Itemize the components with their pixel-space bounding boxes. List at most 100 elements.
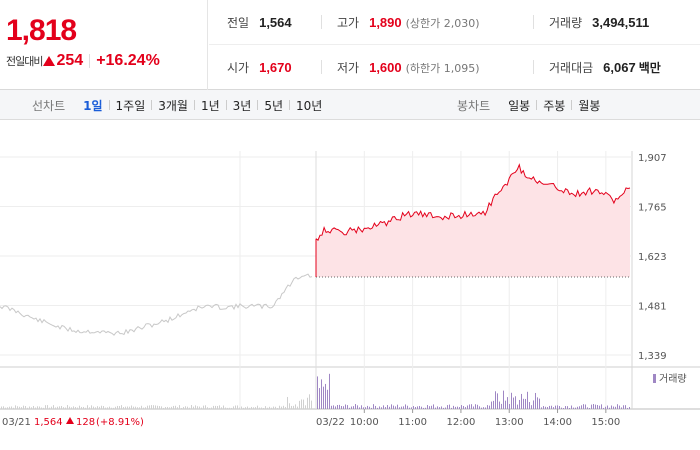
volume-bar-prev xyxy=(139,407,140,409)
volume-bar-today xyxy=(575,407,576,409)
period-1w[interactable]: 1주일 xyxy=(115,98,146,113)
volume-bar-prev xyxy=(107,407,108,409)
volume-bar-today xyxy=(463,406,464,409)
volume-bar-today xyxy=(417,406,418,409)
volume-bar-today xyxy=(499,401,500,409)
volume-bar-prev xyxy=(205,405,206,409)
change-label: 전일대비 xyxy=(6,55,43,68)
volume-bar-prev xyxy=(309,394,310,409)
volume-bar-today xyxy=(557,405,558,409)
volume-bar-prev xyxy=(209,407,210,409)
open-stat: 시가 1,670 xyxy=(227,45,292,90)
volume-bar-today xyxy=(345,404,346,409)
volume-bar-today xyxy=(579,406,580,409)
volume-bar-prev xyxy=(285,406,286,409)
period-1y[interactable]: 1년 xyxy=(200,98,220,113)
volume-bar-prev xyxy=(215,405,216,409)
volume-bar-today xyxy=(591,404,592,409)
volume-bar-today xyxy=(447,405,448,409)
volume-bar-prev xyxy=(295,404,296,409)
volume-bar-prev xyxy=(239,407,240,409)
volume-bar-today xyxy=(445,407,446,409)
volume-bar-today xyxy=(529,402,530,409)
volume-bar-prev xyxy=(207,407,208,409)
volume-bar-today xyxy=(595,404,596,409)
volume-bar-prev xyxy=(133,406,134,409)
amount-unit: 백만 xyxy=(638,61,661,75)
volume-bar-prev xyxy=(301,399,302,409)
x-tick-label: 14:00 xyxy=(543,417,572,428)
volume-bar-today xyxy=(471,404,472,409)
volume-bar-today xyxy=(319,388,320,409)
volume-bar-today xyxy=(619,405,620,409)
volume-bar-today xyxy=(583,404,584,409)
volume-bar-prev xyxy=(203,405,204,409)
price-box: 1,818 전일대비 254 +16.24% xyxy=(0,0,208,90)
volume-bar-prev xyxy=(251,406,252,409)
volume-bar-prev xyxy=(115,406,116,409)
volume-bar-prev xyxy=(185,406,186,409)
volume-bar-today xyxy=(621,407,622,409)
volume-bar-today xyxy=(341,405,342,409)
volume-bar-prev xyxy=(169,407,170,409)
high-label: 고가 xyxy=(337,16,360,30)
volume-bar-prev xyxy=(211,407,212,409)
volume-bar-today xyxy=(551,405,552,409)
candle-weekly[interactable]: 주봉 xyxy=(543,98,566,113)
intraday-chart[interactable]: 1,907 1,765 1,623 1,481 1,339 거래량 03/22 10:00 11… xyxy=(0,121,700,450)
volume-bar-prev xyxy=(201,407,202,409)
x-tick-label: 15:00 xyxy=(591,417,620,428)
period-3y[interactable]: 3년 xyxy=(232,98,252,113)
high-value: 1,890 xyxy=(369,15,402,30)
change-percent: +16.24% xyxy=(96,52,160,69)
volume-bar-today xyxy=(391,404,392,409)
volume-bar-today xyxy=(385,407,386,409)
volume-bar-today xyxy=(525,398,526,409)
volume-bar-today xyxy=(473,406,474,409)
volume-bar-today xyxy=(587,407,588,409)
amount-stat: 거래대금 6,067 백만 xyxy=(549,45,661,90)
period-5y[interactable]: 5년 xyxy=(264,98,284,113)
volume-bar-today xyxy=(559,406,560,409)
period-1d[interactable]: 1일 xyxy=(83,98,103,113)
price-stats: 전일 1,564 고가 1,890 (상한가 2,030) 거래량 3,494,… xyxy=(209,0,700,90)
period-divider xyxy=(536,100,538,110)
volume-bar-prev xyxy=(95,407,96,409)
x-tick-label: 13:00 xyxy=(495,417,524,428)
volume-stat: 거래량 3,494,511 xyxy=(549,0,649,45)
x-tick-label: 03/22 xyxy=(316,417,345,428)
volume-bar-prev xyxy=(231,407,232,409)
low-label: 저가 xyxy=(337,61,360,75)
volume-bar-prev xyxy=(51,406,52,409)
volume-bar-prev xyxy=(279,405,280,409)
volume-bar-prev xyxy=(61,405,62,409)
volume-bar-today xyxy=(605,406,606,409)
volume-bar-prev xyxy=(69,406,70,409)
volume-bar-today xyxy=(543,406,544,409)
volume-bar-today xyxy=(433,404,434,409)
volume-bar-today xyxy=(397,404,398,409)
volume-bar-today xyxy=(487,405,488,409)
volume-bar-prev xyxy=(57,406,58,409)
volume-bar-today xyxy=(379,406,380,409)
volume-bar-today xyxy=(517,404,518,409)
candle-daily[interactable]: 일봉 xyxy=(508,98,531,113)
stats-row-1: 전일 1,564 고가 1,890 (상한가 2,030) 거래량 3,494,… xyxy=(209,0,700,45)
volume-bar-today xyxy=(437,406,438,409)
volume-bar-today xyxy=(443,407,444,409)
period-3m[interactable]: 3개월 xyxy=(158,98,188,113)
volume-bar-today xyxy=(451,407,452,409)
volume-bar-today xyxy=(611,405,612,409)
volume-label: 거래량 xyxy=(549,16,583,30)
volume-bar-prev xyxy=(43,407,44,409)
volume-bar-today xyxy=(407,405,408,409)
volume-bar-prev xyxy=(311,400,312,409)
period-10y[interactable]: 10년 xyxy=(296,98,323,113)
candle-monthly[interactable]: 월봉 xyxy=(578,98,601,113)
low-stat: 저가 1,600 (하한가 1,095) xyxy=(337,45,480,90)
volume-bar-today xyxy=(429,406,430,409)
volume-bar-today xyxy=(625,405,626,409)
volume-bar-prev xyxy=(119,406,120,409)
volume-bar-prev xyxy=(247,406,248,409)
volume-bar-today xyxy=(393,405,394,409)
